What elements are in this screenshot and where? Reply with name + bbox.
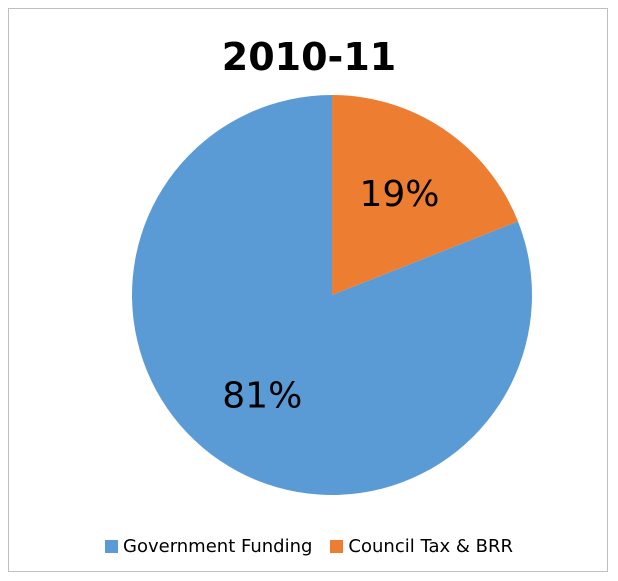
chart-title: 2010-11 — [221, 35, 397, 79]
pie-slice-council-tax — [332, 95, 518, 295]
legend-item-government-funding: Government Funding — [105, 536, 312, 557]
legend-swatch-government-funding — [105, 540, 118, 553]
slice-label-government-funding: 81% — [222, 376, 302, 417]
chart-legend: Government Funding Council Tax & BRR — [0, 536, 618, 557]
slice-label-council-tax: 19% — [359, 174, 439, 215]
legend-item-council-tax: Council Tax & BRR — [330, 536, 513, 557]
legend-label-council-tax: Council Tax & BRR — [348, 536, 513, 557]
legend-label-government-funding: Government Funding — [123, 536, 313, 557]
legend-swatch-council-tax — [330, 540, 344, 553]
